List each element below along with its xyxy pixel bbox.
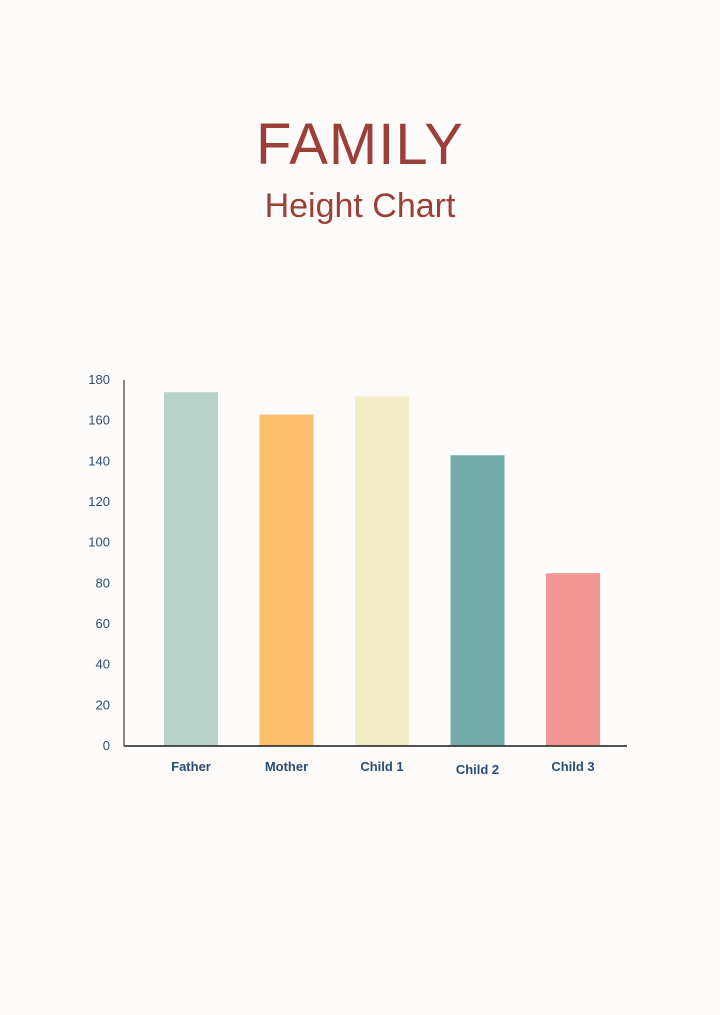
x-category-label: Child 2 — [456, 762, 499, 777]
y-tick-label: 100 — [88, 535, 110, 550]
bar-child-2 — [450, 455, 505, 746]
bars-group — [164, 392, 600, 746]
y-axis-ticks: 0 20 40 60 80 100 120 140 160 180 — [88, 372, 110, 753]
y-tick-label: 140 — [88, 453, 110, 468]
bar-child-1 — [355, 396, 409, 746]
y-tick-label: 160 — [88, 413, 110, 428]
y-tick-label: 40 — [96, 657, 110, 672]
x-category-label: Mother — [265, 759, 308, 774]
y-tick-label: 60 — [96, 616, 110, 631]
bar-father — [164, 392, 218, 746]
chart-title: FAMILY — [256, 112, 464, 177]
y-tick-label: 20 — [96, 697, 110, 712]
x-axis-labels: Father Mother Child 1 Child 2 Child 3 — [171, 759, 595, 777]
x-category-label: Father — [171, 759, 211, 774]
title-block: FAMILY Height Chart — [0, 112, 720, 228]
x-category-label: Child 1 — [360, 759, 403, 774]
chart-subtitle: Height Chart — [264, 187, 456, 225]
bar-mother — [259, 414, 314, 746]
y-tick-label: 120 — [88, 494, 110, 509]
y-tick-label: 180 — [88, 372, 110, 387]
y-tick-label: 0 — [103, 738, 110, 753]
y-tick-label: 80 — [96, 575, 110, 590]
x-category-label: Child 3 — [551, 759, 594, 774]
bar-child-3 — [546, 573, 600, 746]
